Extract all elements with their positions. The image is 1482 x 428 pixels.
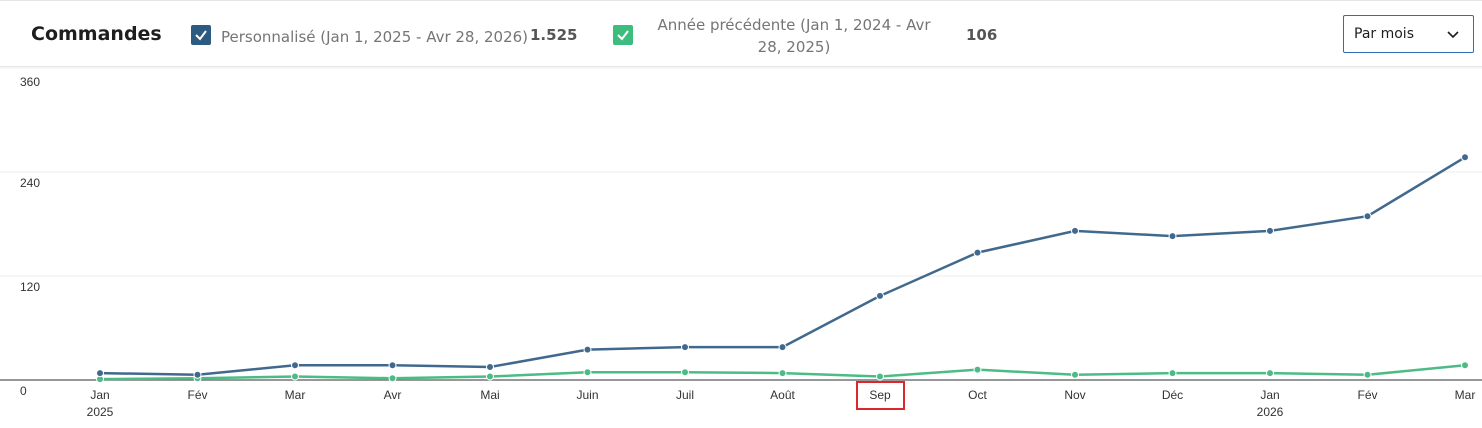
x-tick-label: Jan xyxy=(1260,388,1279,402)
data-point xyxy=(876,291,884,300)
data-point xyxy=(778,369,787,378)
data-point xyxy=(583,345,592,354)
data-point xyxy=(1168,369,1177,378)
legend-checkbox[interactable] xyxy=(613,25,633,45)
x-tick-label: Juin xyxy=(576,388,598,402)
data-point xyxy=(1461,153,1469,162)
data-point xyxy=(973,365,982,374)
data-point xyxy=(681,368,689,377)
data-point xyxy=(1363,212,1372,221)
x-tick-label: Fév xyxy=(1357,388,1377,402)
data-point xyxy=(1071,226,1079,235)
data-point xyxy=(1071,370,1079,379)
data-point xyxy=(778,343,787,352)
y-tick-label: 0 xyxy=(20,384,27,398)
highlight-box xyxy=(856,381,905,410)
series-line xyxy=(99,156,1466,377)
legend-total: 106 xyxy=(966,26,998,44)
legend-checkbox[interactable] xyxy=(191,25,211,45)
select-value: Par mois xyxy=(1354,26,1414,42)
data-point xyxy=(973,248,982,257)
data-point xyxy=(486,372,494,381)
data-point xyxy=(96,369,104,378)
data-point xyxy=(1266,226,1274,235)
x-tick-label: Juil xyxy=(676,388,694,402)
data-point xyxy=(1461,361,1469,370)
data-point xyxy=(291,361,299,370)
x-tick-label: Août xyxy=(770,388,795,402)
data-point xyxy=(681,343,689,352)
data-point xyxy=(1168,232,1177,241)
data-point xyxy=(193,370,202,379)
data-point xyxy=(486,363,494,371)
y-tick-label: 120 xyxy=(20,280,40,294)
data-point xyxy=(291,372,299,381)
x-tick-label: Mar xyxy=(285,388,306,402)
chart-title: Commandes xyxy=(31,23,162,45)
interval-select[interactable]: Par mois xyxy=(1343,15,1474,53)
legend-total: 1.525 xyxy=(530,26,578,44)
data-point xyxy=(388,374,397,383)
chart-header: Commandes Personnalisé (Jan 1, 2025 - Av… xyxy=(0,0,1482,67)
x-tick-label: Mai xyxy=(480,388,499,402)
x-tick-label: Déc xyxy=(1162,388,1183,402)
x-tick-label: Mar xyxy=(1455,388,1476,402)
y-tick-label: 360 xyxy=(20,75,40,89)
legend-label: Personnalisé (Jan 1, 2025 - Avr 28, 2026… xyxy=(221,28,529,46)
data-point xyxy=(1363,370,1372,379)
x-tick-label: Nov xyxy=(1064,388,1085,402)
data-point xyxy=(583,368,592,377)
data-point xyxy=(876,372,884,381)
legend-label: Année précédente (Jan 1, 2024 - Avr 28, … xyxy=(657,16,931,56)
x-tick-sublabel: 2025 xyxy=(87,405,114,419)
x-tick-label: Fév xyxy=(187,388,207,402)
y-tick-label: 240 xyxy=(20,176,40,190)
x-tick-label: Avr xyxy=(384,388,402,402)
x-tick-label: Oct xyxy=(968,388,987,402)
data-point xyxy=(388,361,397,370)
data-point xyxy=(1266,369,1274,378)
chevron xyxy=(1447,31,1459,39)
x-tick-label: Jan xyxy=(90,388,109,402)
x-tick-label: Sep xyxy=(869,388,891,402)
x-tick-sublabel: 2026 xyxy=(1257,405,1284,419)
